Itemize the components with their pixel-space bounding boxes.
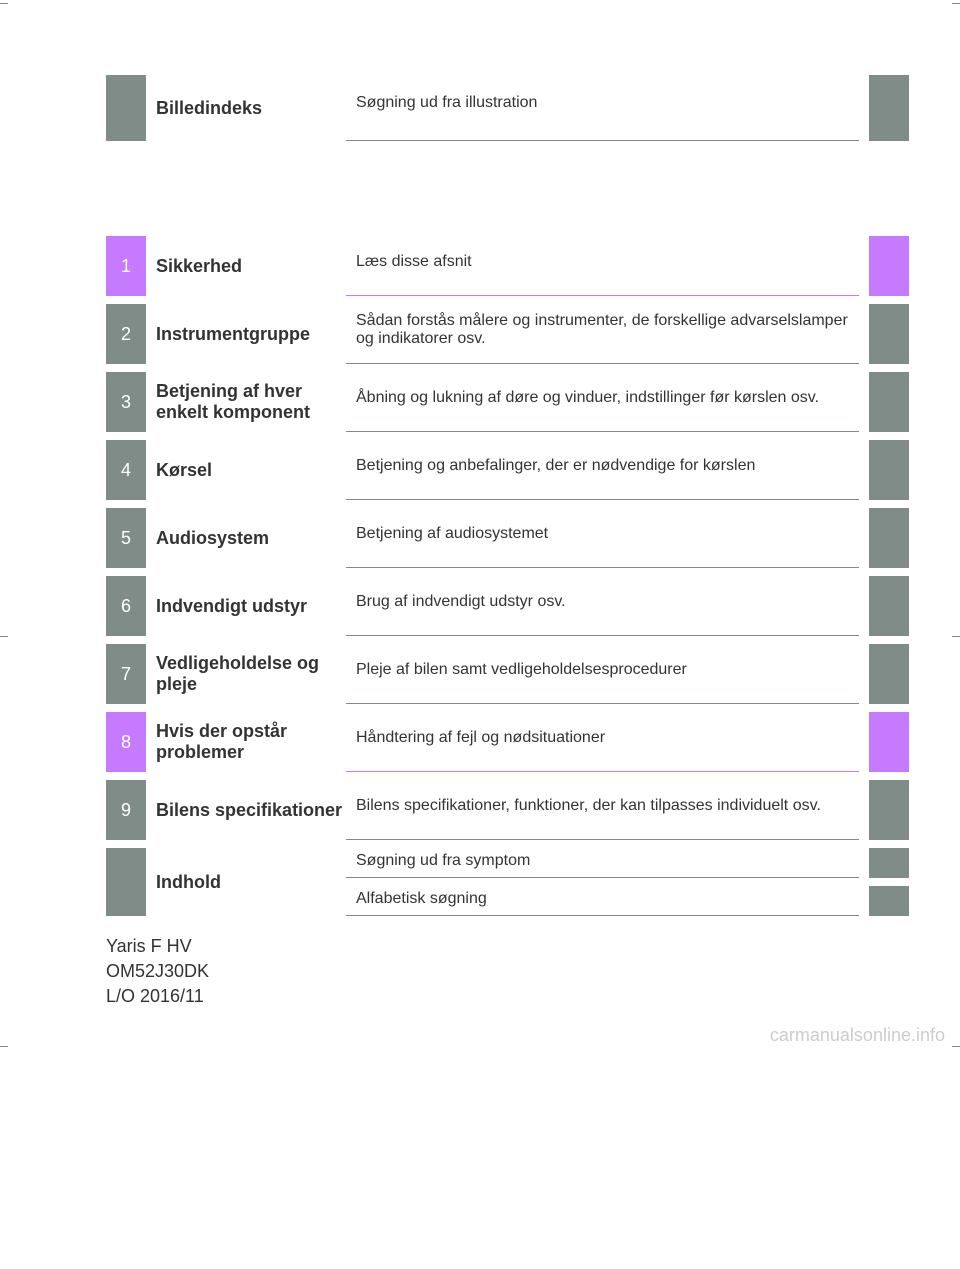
chapter-right-block — [869, 644, 909, 704]
chapter-number-block: 6 — [106, 576, 146, 636]
chapter-number-block: 9 — [106, 780, 146, 840]
crop-mark — [952, 1046, 960, 1047]
index-sub-right-block — [869, 848, 909, 878]
header-title: Billedindeks — [146, 75, 346, 141]
chapter-desc: Betjening og anbefalinger, der er nødven… — [346, 440, 859, 500]
chapter-title: Indvendigt udstyr — [146, 576, 346, 636]
chapter-title: Sikkerhed — [146, 236, 346, 296]
chapter-number-block: 3 — [106, 372, 146, 432]
index-left-block — [106, 848, 146, 916]
watermark: carmanualsonline.info — [770, 1025, 945, 1046]
chapter-right-block — [869, 712, 909, 772]
chapter-title: Instrumentgruppe — [146, 304, 346, 364]
toc-row-3[interactable]: 3Betjening af hver enkelt komponentÅbnin… — [106, 372, 909, 432]
toc-row-1[interactable]: 1SikkerhedLæs disse afsnit — [106, 236, 909, 296]
index-title: Indhold — [146, 848, 346, 916]
chapter-desc: Betjening af audiosystemet — [346, 508, 859, 568]
footer-line-1: Yaris F HV — [106, 934, 909, 959]
header-row: Billedindeks Søgning ud fra illustration — [106, 75, 909, 141]
chapter-title: Hvis der opstår problemer — [146, 712, 346, 772]
header-right-block — [869, 75, 909, 141]
toc-row-6[interactable]: 6Indvendigt udstyrBrug af indvendigt uds… — [106, 576, 909, 636]
crop-mark — [0, 636, 8, 637]
toc-row-7[interactable]: 7Vedligeholdelse og plejePleje af bilen … — [106, 644, 909, 704]
chapter-right-block — [869, 576, 909, 636]
chapter-title: Audiosystem — [146, 508, 346, 568]
chapter-desc: Læs disse afsnit — [346, 236, 859, 296]
chapter-right-block — [869, 304, 909, 364]
chapter-desc: Sådan forstås målere og instrumenter, de… — [346, 304, 859, 364]
chapter-desc: Pleje af bilen samt vedligeholdelsesproc… — [346, 644, 859, 704]
chapter-number-block: 4 — [106, 440, 146, 500]
toc-row-2[interactable]: 2InstrumentgruppeSådan forstås målere og… — [106, 304, 909, 364]
index-row: Indhold Søgning ud fra symptom Alfabetis… — [106, 848, 909, 916]
footer: Yaris F HV OM52J30DK L/O 2016/11 — [106, 934, 909, 1010]
chapter-desc: Håndtering af fejl og nødsituationer — [346, 712, 859, 772]
header-desc: Søgning ud fra illustration — [346, 75, 859, 141]
chapter-desc: Bilens specifikationer, funktioner, der … — [346, 780, 859, 840]
crop-mark — [0, 1046, 8, 1047]
chapter-right-block — [869, 372, 909, 432]
toc-row-9[interactable]: 9Bilens specifikationerBilens specifikat… — [106, 780, 909, 840]
chapter-title: Vedligeholdelse og pleje — [146, 644, 346, 704]
index-sub-desc-2: Alfabetisk søgning — [346, 886, 859, 916]
crop-mark — [952, 3, 960, 4]
chapter-title: Bilens specifikationer — [146, 780, 346, 840]
footer-line-3: L/O 2016/11 — [106, 984, 909, 1009]
chapter-number-block: 8 — [106, 712, 146, 772]
chapter-right-block — [869, 508, 909, 568]
chapter-number-block: 5 — [106, 508, 146, 568]
page-container: Billedindeks Søgning ud fra illustration… — [0, 0, 960, 1050]
toc-row-4[interactable]: 4KørselBetjening og anbefalinger, der er… — [106, 440, 909, 500]
index-sub-row: Søgning ud fra symptom — [346, 848, 909, 878]
chapter-number-block: 7 — [106, 644, 146, 704]
chapter-number-block: 1 — [106, 236, 146, 296]
toc-row-8[interactable]: 8Hvis der opstår problemerHåndtering af … — [106, 712, 909, 772]
chapter-right-block — [869, 780, 909, 840]
chapter-title: Betjening af hver enkelt komponent — [146, 372, 346, 432]
index-right-container: Søgning ud fra symptom Alfabetisk søgnin… — [346, 848, 909, 916]
header-left-block — [106, 75, 146, 141]
chapter-right-block — [869, 236, 909, 296]
crop-mark — [0, 3, 8, 4]
crop-mark — [952, 636, 960, 637]
chapter-number-block: 2 — [106, 304, 146, 364]
footer-line-2: OM52J30DK — [106, 959, 909, 984]
chapter-desc: Åbning og lukning af døre og vinduer, in… — [346, 372, 859, 432]
chapter-desc: Brug af indvendigt udstyr osv. — [346, 576, 859, 636]
toc-row-5[interactable]: 5AudiosystemBetjening af audiosystemet — [106, 508, 909, 568]
chapter-right-block — [869, 440, 909, 500]
index-sub-desc-1: Søgning ud fra symptom — [346, 848, 859, 878]
index-sub-right-block — [869, 886, 909, 916]
index-sub-row: Alfabetisk søgning — [346, 886, 909, 916]
chapter-title: Kørsel — [146, 440, 346, 500]
